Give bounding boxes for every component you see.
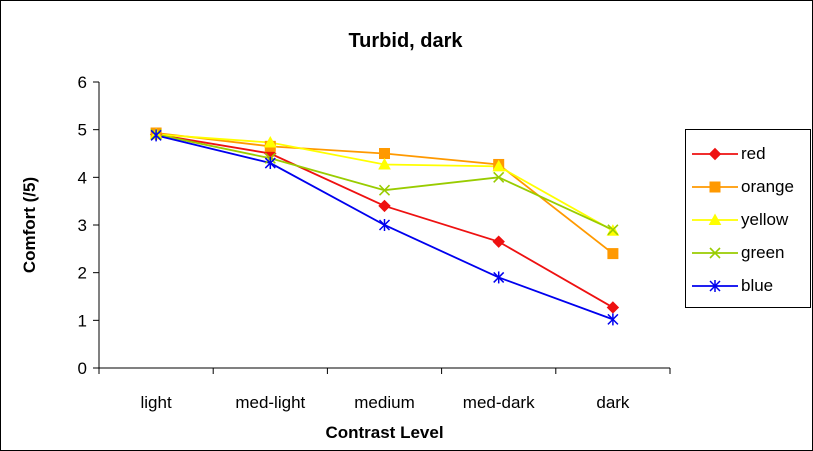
data-point-blue xyxy=(378,219,391,231)
data-point-yellow xyxy=(263,135,277,148)
legend-item-green: green xyxy=(686,241,810,265)
legend-marker-yellow xyxy=(708,213,722,225)
axes: 0 1 2 3 4 5 6 light med-light medium med-dark dark xyxy=(78,73,671,412)
legend-marker-orange xyxy=(709,181,721,193)
y-tick-label: 6 xyxy=(78,73,87,92)
legend-item-orange: orange xyxy=(686,175,810,199)
y-axis-label: Comfort (/5) xyxy=(20,177,39,273)
y-tick-label: 3 xyxy=(78,216,87,235)
x-tick-label: med-dark xyxy=(463,393,535,412)
data-point-orange xyxy=(607,248,619,260)
legend-label: green xyxy=(741,243,785,262)
legend-label: orange xyxy=(741,177,794,196)
data-point-blue xyxy=(607,313,619,326)
data-point-yellow xyxy=(378,157,391,170)
series-markers xyxy=(149,127,620,326)
chart-title: Turbid, dark xyxy=(348,30,463,52)
legend-marker-green xyxy=(709,247,721,259)
data-point-blue xyxy=(493,271,505,284)
legend-swatch-yellow xyxy=(692,213,738,225)
x-tick-label: light xyxy=(141,393,172,412)
legend-swatch-orange xyxy=(692,181,738,193)
data-point-green xyxy=(607,224,619,236)
y-tick-label: 4 xyxy=(78,168,87,187)
legend-swatch-red xyxy=(692,147,738,161)
y-tick-label: 1 xyxy=(78,311,87,330)
data-point-red xyxy=(606,301,620,314)
legend-item-blue: blue xyxy=(686,274,810,298)
legend-swatch-green xyxy=(692,247,738,259)
x-axis-label: Contrast Level xyxy=(325,423,443,442)
legend-item-red: red xyxy=(686,142,810,166)
x-tick-label: dark xyxy=(596,393,630,412)
data-point-orange xyxy=(379,148,390,159)
data-point-blue xyxy=(264,157,276,170)
data-point-blue xyxy=(150,129,162,142)
x-tick-label: med-light xyxy=(235,393,305,412)
data-point-red xyxy=(492,235,505,248)
legend-marker-red xyxy=(708,147,722,161)
y-tick-label: 2 xyxy=(78,264,87,283)
data-point-yellow xyxy=(492,159,506,172)
legend-label: red xyxy=(741,144,766,163)
legend-label: blue xyxy=(741,276,774,295)
y-tick-label: 0 xyxy=(78,359,87,378)
legend-item-yellow: yellow xyxy=(686,208,810,232)
y-tick-label: 5 xyxy=(78,121,87,140)
data-point-red xyxy=(378,199,391,213)
x-tick-label: medium xyxy=(354,393,414,412)
legend-label: yellow xyxy=(741,210,789,229)
legend: red orange yellow green blue xyxy=(685,129,811,308)
legend-swatch-blue xyxy=(692,280,738,292)
data-point-green xyxy=(493,171,505,183)
legend-marker-blue xyxy=(709,280,721,292)
data-point-green xyxy=(378,184,391,196)
